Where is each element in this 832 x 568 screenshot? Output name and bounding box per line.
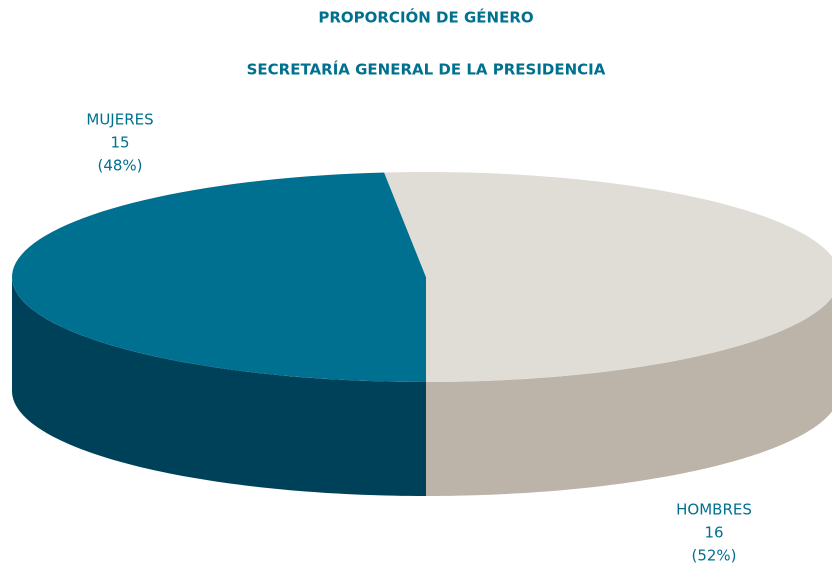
chart-subtitle: SECRETARÍA GENERAL DE LA PRESIDENCIA: [247, 60, 606, 79]
pie-side: [426, 297, 832, 496]
slice-label: MUJERES: [86, 111, 153, 129]
slice-label: HOMBRES: [676, 501, 752, 519]
pie-slice: [384, 172, 832, 382]
pie-slice: [12, 172, 427, 382]
chart-title: PROPORCIÓN DE GÉNERO: [318, 8, 533, 27]
value-label: 16: [704, 524, 723, 542]
share-label: (52%): [691, 547, 736, 565]
pie-side: [12, 277, 426, 496]
value-label: 15: [110, 134, 129, 152]
share-label: (48%): [97, 157, 142, 175]
